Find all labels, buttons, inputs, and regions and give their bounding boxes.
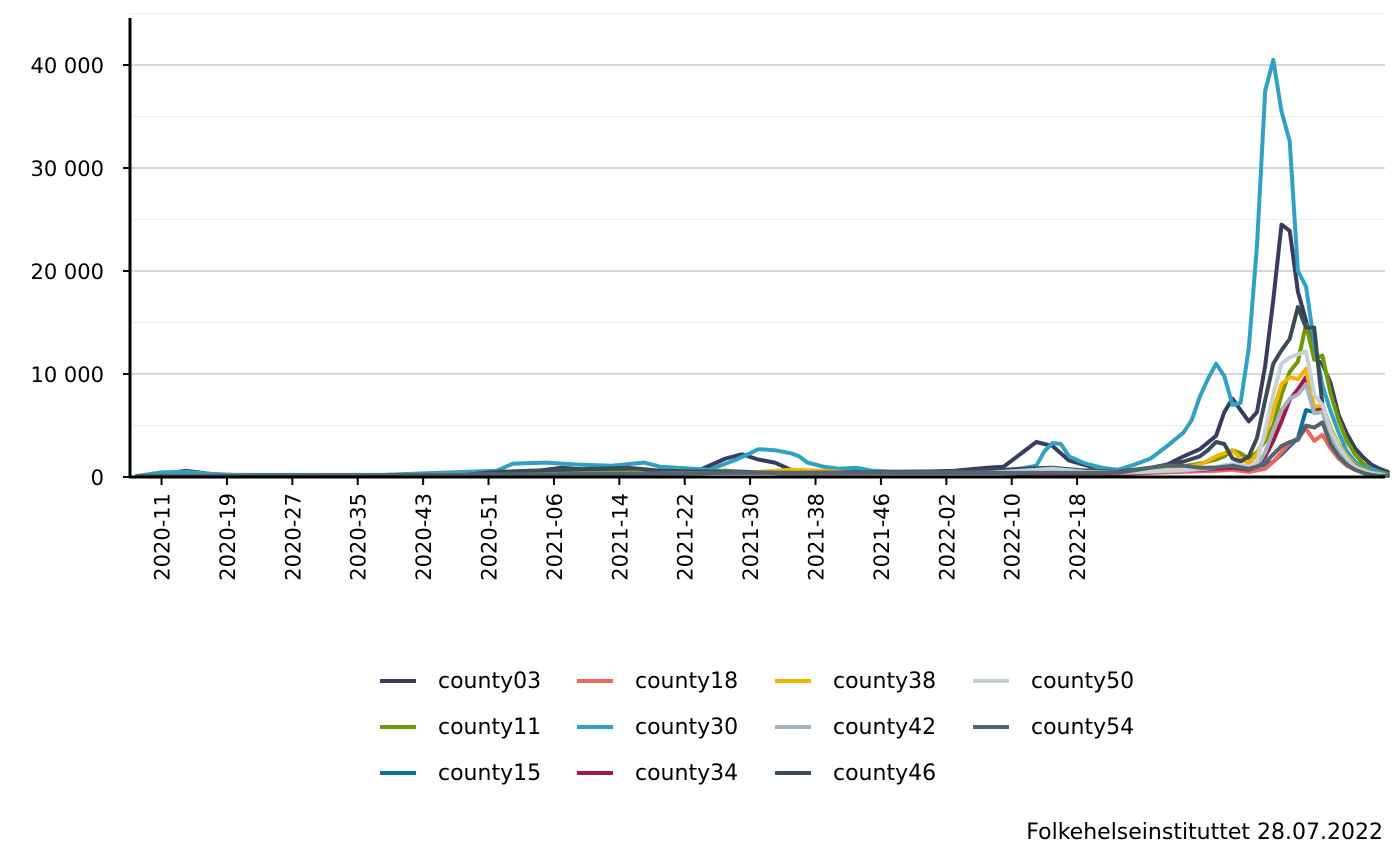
legend-item-county34: county34 <box>577 758 738 788</box>
x-tick-label: 2020-27 <box>281 493 305 581</box>
x-tick-label: 2020-19 <box>216 493 240 581</box>
legend-label: county15 <box>438 760 542 786</box>
legend-label: county46 <box>833 760 937 786</box>
legend-swatch <box>775 771 811 775</box>
legend-item-county18: county18 <box>577 666 738 696</box>
legend-label: county42 <box>833 714 937 740</box>
x-axis-ticks: 2020-11 2020-19 2020-27 2020-35 2020-43 2020-… <box>151 477 1090 581</box>
legend-item-county03: county03 <box>380 666 541 696</box>
legend-swatch <box>775 725 811 729</box>
legend-label: county18 <box>635 668 739 694</box>
series-line-county30 <box>135 57 1390 478</box>
x-tick-label: 2021-38 <box>805 493 829 581</box>
legend-label: county34 <box>635 760 739 786</box>
x-tick-label: 2020-11 <box>151 493 175 581</box>
x-tick-label: 2022-18 <box>1066 493 1090 581</box>
gridlines <box>130 13 1385 426</box>
legend-label: county11 <box>438 714 542 740</box>
legend-swatch <box>380 771 416 775</box>
legend-swatch <box>380 725 416 729</box>
legend: county03 county11 county15 county18 county30… <box>380 662 1180 802</box>
x-tick-label: 2022-02 <box>935 493 959 581</box>
x-tick-label: 2021-46 <box>870 493 894 581</box>
x-tick-label: 2021-30 <box>739 493 763 581</box>
x-tick-label: 2020-51 <box>478 493 502 581</box>
legend-swatch <box>577 679 613 683</box>
y-tick-label: 30 000 <box>31 157 104 181</box>
series-lines <box>135 57 1390 478</box>
legend-item-county15: county15 <box>380 758 541 788</box>
legend-swatch <box>775 679 811 683</box>
legend-label: county30 <box>635 714 739 740</box>
legend-label: county54 <box>1031 714 1135 740</box>
legend-label: county50 <box>1031 668 1135 694</box>
legend-item-county11: county11 <box>380 712 541 742</box>
x-tick-label: 2021-14 <box>608 493 632 581</box>
legend-swatch <box>577 725 613 729</box>
series-line-county03 <box>135 222 1390 478</box>
y-tick-label: 0 <box>91 466 104 490</box>
y-axis-ticks: 0 10 000 20 000 30 000 40 000 <box>31 54 130 490</box>
legend-item-county30: county30 <box>577 712 738 742</box>
series-line-county50 <box>135 349 1390 478</box>
x-tick-label: 2020-43 <box>412 493 436 581</box>
x-tick-label: 2022-10 <box>1001 493 1025 581</box>
legend-item-county50: county50 <box>973 666 1134 696</box>
x-tick-label: 2020-35 <box>347 493 371 581</box>
x-tick-label: 2021-22 <box>674 493 698 581</box>
legend-swatch <box>973 679 1009 683</box>
axes <box>128 18 1385 479</box>
legend-swatch <box>577 771 613 775</box>
source-caption: Folkehelseinstituttet 28.07.2022 <box>1026 820 1383 845</box>
legend-item-county38: county38 <box>775 666 936 696</box>
legend-item-county54: county54 <box>973 712 1134 742</box>
y-tick-label: 20 000 <box>31 260 104 284</box>
series-line-county54 <box>135 420 1390 478</box>
y-tick-label: 40 000 <box>31 54 104 78</box>
legend-swatch <box>973 725 1009 729</box>
legend-label: county38 <box>833 668 937 694</box>
legend-label: county03 <box>438 668 542 694</box>
x-tick-label: 2021-06 <box>543 493 567 581</box>
legend-swatch <box>380 679 416 683</box>
y-tick-label: 10 000 <box>31 363 104 387</box>
legend-item-county46: county46 <box>775 758 936 788</box>
legend-item-county42: county42 <box>775 712 936 742</box>
